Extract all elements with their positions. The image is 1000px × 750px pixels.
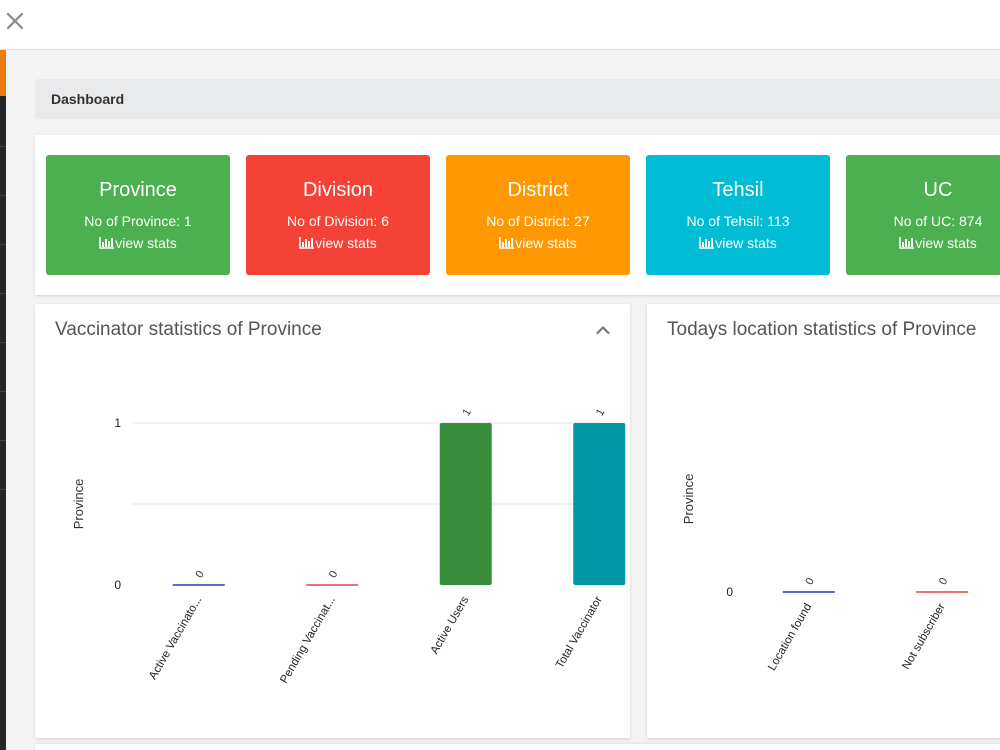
- card-title: Vaccinator statistics of Province: [55, 319, 322, 340]
- sidebar-divider: [0, 489, 6, 490]
- stat-card-division[interactable]: Division No of Division: 6 view stats: [246, 155, 430, 275]
- next-panel-edge: [35, 744, 1000, 750]
- bar-chart-icon: [99, 237, 115, 249]
- y-tick-label: 0: [726, 585, 733, 599]
- category-label: Active Users: [429, 594, 472, 656]
- data-label: 0: [937, 576, 950, 587]
- sidebar-divider: [0, 195, 6, 196]
- bar: [573, 423, 626, 585]
- y-tick-label: 0: [114, 578, 121, 592]
- stat-card-count: No of Province: 1: [84, 213, 192, 229]
- data-label: 0: [803, 576, 816, 587]
- view-stats-label: view stats: [715, 235, 777, 251]
- sidebar-divider: [0, 244, 6, 245]
- stat-card-title: District: [507, 179, 569, 201]
- stat-card-count: No of District: 27: [486, 213, 590, 229]
- bar: [439, 423, 492, 585]
- sidebar-divider: [0, 293, 6, 294]
- data-label: 0: [327, 569, 340, 580]
- sidebar-divider: [0, 146, 6, 147]
- category-label: Pending Vaccinat...: [278, 595, 338, 686]
- category-label: Active Vaccinato...: [147, 595, 204, 682]
- data-label: 1: [460, 407, 473, 418]
- view-stats-link[interactable]: view stats: [246, 235, 430, 251]
- stat-card-count: No of UC: 874: [893, 213, 983, 229]
- breadcrumb: Dashboard: [35, 79, 1000, 119]
- stat-card-count: No of Division: 6: [287, 213, 389, 229]
- stat-card-count: No of Tehsil: 113: [686, 213, 790, 229]
- view-stats-link[interactable]: view stats: [46, 235, 230, 251]
- bar-chart-icon: [699, 237, 715, 249]
- page-title: Dashboard: [51, 91, 125, 107]
- view-stats-label: view stats: [115, 235, 177, 251]
- view-stats-link[interactable]: view stats: [846, 235, 1000, 251]
- bar-chart-icon: [899, 237, 915, 249]
- y-axis-label: Province: [681, 474, 696, 525]
- top-bar: [0, 0, 1000, 50]
- location-bar-chart: Province 0 0 Location found 0 Not subscriber: [681, 474, 969, 673]
- stat-card-district[interactable]: District No of District: 27 view stats: [446, 155, 630, 275]
- view-stats-label: view stats: [915, 235, 977, 251]
- category-label: Location found: [766, 602, 814, 673]
- location-stats-card: Province 0 0 Location found 0 Not subscriber …: [647, 304, 1000, 738]
- bar-chart-icon: [499, 237, 515, 249]
- y-tick-label: 1: [114, 416, 121, 430]
- category-label: Total Vaccinator: [554, 594, 605, 670]
- vaccinator-bar-chart: Province 0 1 0 Active Vaccinato... 0 Pending V…: [71, 407, 626, 686]
- data-label: 0: [193, 569, 206, 580]
- chevron-up-icon[interactable]: [596, 322, 610, 335]
- stats-panel: Province No of Province: 1 view stats Di…: [35, 135, 1000, 295]
- sidebar-divider: [0, 342, 6, 343]
- sidebar-collapsed: [0, 50, 6, 750]
- y-axis-label: Province: [71, 479, 86, 530]
- sidebar-divider: [0, 391, 6, 392]
- stat-card-title: Division: [302, 179, 374, 201]
- bar-chart-icon: [299, 237, 315, 249]
- card-title: Todays location statistics of Province: [667, 319, 977, 340]
- stat-card-province[interactable]: Province No of Province: 1 view stats: [46, 155, 230, 275]
- stat-card-title: UC: [923, 179, 953, 201]
- stat-card-title: Province: [99, 179, 177, 201]
- category-label: Not subscriber: [900, 601, 948, 671]
- view-stats-link[interactable]: view stats: [446, 235, 630, 251]
- vaccinator-stats-card: Province 0 1 0 Active Vaccinato... 0 Pending V…: [35, 304, 630, 738]
- close-icon[interactable]: [4, 8, 26, 34]
- data-label: 1: [594, 407, 607, 418]
- sidebar-divider: [0, 440, 6, 441]
- view-stats-label: view stats: [315, 235, 377, 251]
- view-stats-link[interactable]: view stats: [646, 235, 830, 251]
- stat-card-title: Tehsil: [712, 179, 764, 201]
- sidebar-active-indicator: [0, 50, 6, 96]
- view-stats-label: view stats: [515, 235, 577, 251]
- stat-card-uc[interactable]: UC No of UC: 874 view stats: [846, 155, 1000, 275]
- stat-card-tehsil[interactable]: Tehsil No of Tehsil: 113 view stats: [646, 155, 830, 275]
